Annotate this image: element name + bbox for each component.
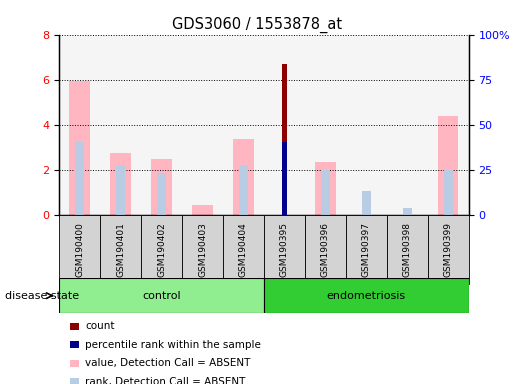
Bar [427,215,469,284]
Text: GSM190400: GSM190400 [75,222,84,277]
Text: percentile rank within the sample: percentile rank within the sample [85,340,261,350]
Text: GSM190397: GSM190397 [362,222,371,277]
Text: GSM190404: GSM190404 [239,222,248,277]
Bar [182,215,223,284]
Bar [444,170,453,215]
Text: GSM190398: GSM190398 [403,222,411,277]
Bar [116,166,125,215]
Bar [70,81,90,215]
Text: endometriosis: endometriosis [327,291,406,301]
Bar [192,205,213,215]
Text: disease state: disease state [5,291,79,301]
Bar [346,215,387,284]
Bar [110,153,131,215]
Bar [233,139,254,215]
Text: GSM190395: GSM190395 [280,222,289,277]
Bar [362,191,371,215]
Bar [100,215,141,284]
Bar [282,64,287,215]
Bar [239,166,248,215]
Bar [438,116,458,215]
Text: value, Detection Call = ABSENT: value, Detection Call = ABSENT [85,358,250,368]
Text: GSM190396: GSM190396 [321,222,330,277]
Bar [157,173,166,215]
Bar [282,142,287,215]
Text: GSM190403: GSM190403 [198,222,207,277]
Bar [264,278,469,313]
Bar [59,278,264,313]
Text: GDS3060 / 1553878_at: GDS3060 / 1553878_at [173,17,342,33]
Bar [305,215,346,284]
Bar [387,215,427,284]
Bar [141,215,182,284]
Text: count: count [85,321,114,331]
Bar [151,159,172,215]
Text: GSM190401: GSM190401 [116,222,125,277]
Bar [264,215,305,284]
Text: GSM190402: GSM190402 [157,222,166,277]
Bar [321,170,330,215]
Text: control: control [142,291,181,301]
Bar [403,208,411,215]
Bar [59,215,100,284]
Bar [223,215,264,284]
Text: GSM190399: GSM190399 [444,222,453,277]
Text: rank, Detection Call = ABSENT: rank, Detection Call = ABSENT [85,377,245,384]
Bar [75,141,84,215]
Bar [315,162,336,215]
